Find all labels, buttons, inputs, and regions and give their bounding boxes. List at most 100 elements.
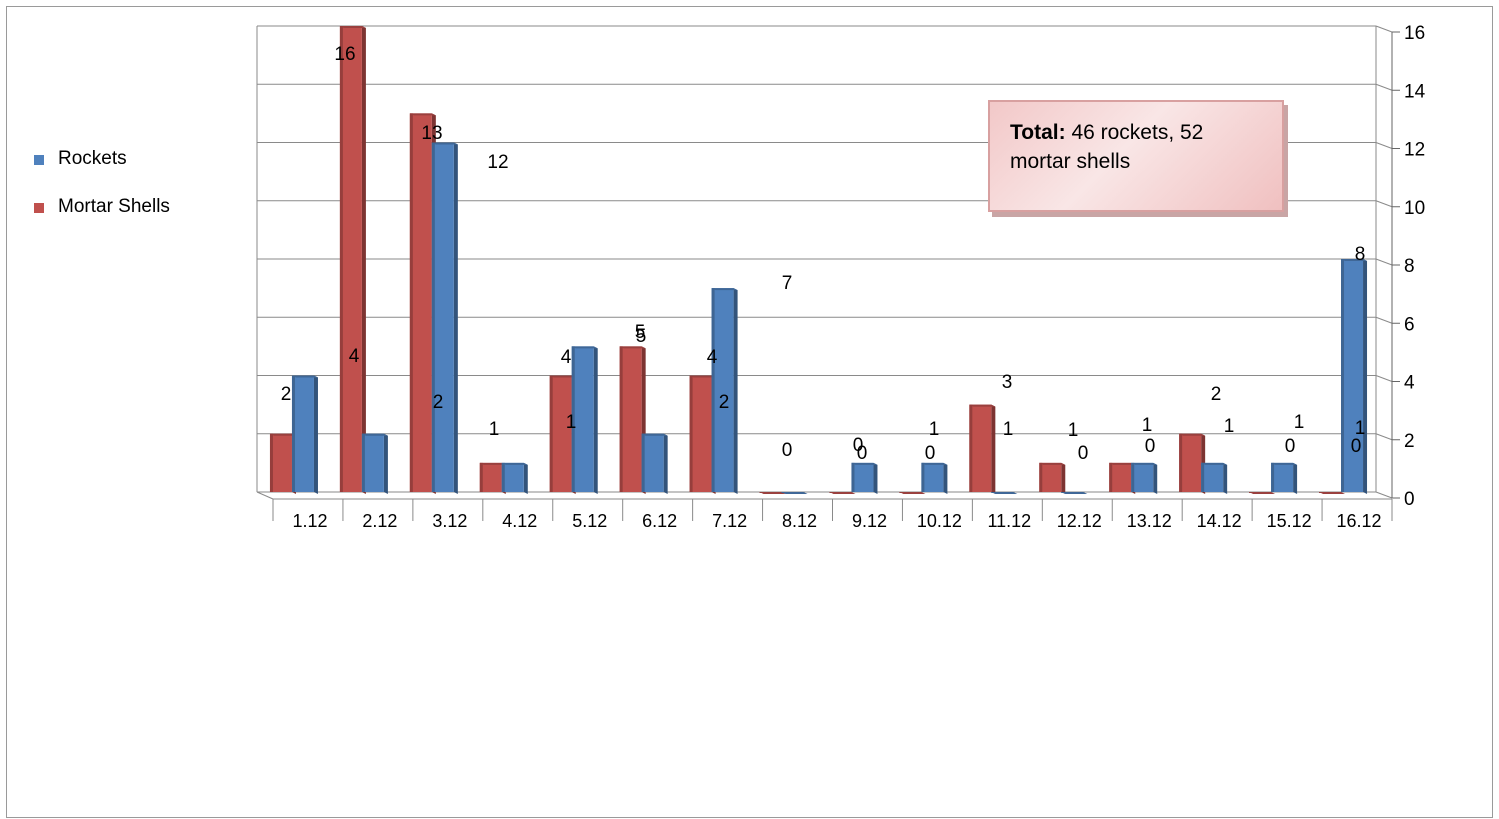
gridline-depth bbox=[1375, 433, 1393, 441]
bar-rockets bbox=[711, 288, 738, 494]
bar-front bbox=[1201, 462, 1224, 492]
bar-front bbox=[1341, 259, 1364, 492]
bar-top bbox=[571, 346, 598, 349]
data-label: 1 bbox=[1003, 419, 1014, 440]
x-tick-label: 15.12 bbox=[1267, 511, 1312, 531]
bar-edge bbox=[1319, 492, 1323, 493]
bar-front bbox=[1039, 462, 1062, 492]
bar-rockets bbox=[291, 375, 318, 494]
bar-rockets bbox=[431, 142, 458, 494]
bar-edge bbox=[1131, 462, 1135, 492]
data-label: 1 bbox=[566, 412, 577, 433]
bar-top bbox=[969, 404, 996, 407]
bar-top bbox=[829, 492, 856, 494]
bar-rockets bbox=[1341, 259, 1368, 494]
data-label: 1 bbox=[929, 419, 940, 440]
bar-edge bbox=[711, 288, 715, 492]
bar-top bbox=[269, 433, 296, 436]
gridline-depth bbox=[1375, 316, 1393, 324]
bar-top bbox=[1109, 462, 1136, 465]
bar-front bbox=[1271, 462, 1294, 492]
bar-edge bbox=[899, 492, 903, 493]
gridline-depth bbox=[1375, 258, 1393, 266]
data-label: 0 bbox=[1285, 436, 1296, 457]
x-tick-label: 11.12 bbox=[987, 511, 1031, 531]
data-label: 0 bbox=[1351, 436, 1362, 457]
bar-front bbox=[1131, 462, 1154, 492]
chart-frame bbox=[6, 6, 1493, 818]
data-label: 8 bbox=[1355, 244, 1366, 265]
bar-front bbox=[361, 433, 384, 492]
bar-top bbox=[711, 288, 738, 291]
bar-side bbox=[1363, 259, 1368, 494]
y-tick-label: 4 bbox=[1404, 373, 1415, 394]
bar-top bbox=[899, 492, 926, 494]
bar-top bbox=[641, 433, 668, 436]
data-label: 4 bbox=[561, 347, 572, 368]
y-tick-label: 12 bbox=[1404, 140, 1425, 161]
data-label: 13 bbox=[421, 123, 442, 144]
bar-rockets bbox=[1131, 462, 1158, 494]
x-tick-label: 14.12 bbox=[1197, 511, 1242, 531]
bar-top bbox=[291, 375, 318, 378]
bar-front bbox=[501, 462, 524, 492]
gridline-depth bbox=[1375, 142, 1393, 149]
bar-rockets bbox=[641, 433, 668, 494]
data-label: 0 bbox=[1145, 436, 1156, 457]
bar-rockets bbox=[991, 492, 1018, 494]
bar-front bbox=[641, 433, 664, 492]
bar-edge bbox=[1341, 259, 1345, 492]
data-label: 5 bbox=[635, 322, 646, 343]
x-tick-label: 9.12 bbox=[852, 511, 887, 531]
bar-side bbox=[1293, 462, 1298, 494]
bar-edge bbox=[571, 346, 575, 492]
bar-edge bbox=[549, 375, 553, 492]
data-label: 12 bbox=[487, 152, 508, 173]
y-tick-label: 2 bbox=[1404, 431, 1415, 452]
bar-side bbox=[733, 288, 738, 494]
bar-side bbox=[943, 462, 948, 494]
bar-rockets bbox=[781, 492, 808, 494]
bar-front bbox=[431, 142, 454, 492]
bar-side bbox=[1153, 462, 1158, 494]
bar-top bbox=[781, 492, 808, 494]
x-tick-label: 10.12 bbox=[917, 511, 962, 531]
data-label: 0 bbox=[925, 443, 936, 464]
bar-front bbox=[619, 346, 642, 492]
bar-edge bbox=[689, 375, 693, 492]
bar-top bbox=[991, 492, 1018, 494]
bar-mortar-shells bbox=[339, 26, 366, 494]
bar-front bbox=[571, 346, 594, 492]
annotation-text: 46 rockets, 52 mortar shells bbox=[1010, 121, 1204, 173]
x-tick-label: 13.12 bbox=[1127, 511, 1172, 531]
bar-rockets bbox=[361, 433, 388, 494]
bar-side bbox=[1223, 462, 1228, 494]
x-tick-label: 16.12 bbox=[1337, 511, 1382, 531]
bar-top bbox=[1341, 259, 1368, 261]
y-tick-label: 8 bbox=[1404, 256, 1415, 277]
bar-top bbox=[1039, 462, 1066, 465]
bar-edge bbox=[1179, 433, 1183, 492]
bar-edge bbox=[1249, 492, 1253, 493]
bar-front bbox=[339, 26, 362, 492]
legend-label-rockets: Rockets bbox=[58, 148, 127, 169]
bar-edge bbox=[1109, 462, 1113, 492]
x-tick-label: 12.12 bbox=[1057, 511, 1102, 531]
floor-edge-left bbox=[256, 491, 274, 500]
bar-top bbox=[1179, 433, 1206, 436]
bar-edge bbox=[991, 492, 995, 493]
gridline-depth bbox=[1375, 491, 1393, 499]
bar-top bbox=[1271, 462, 1298, 465]
bar-rockets bbox=[1061, 492, 1088, 494]
bar-front bbox=[479, 462, 502, 492]
bar-front bbox=[969, 404, 992, 492]
legend-swatch-mortar-shells bbox=[34, 203, 44, 213]
y-tick-label: 14 bbox=[1404, 81, 1426, 102]
bar-top bbox=[851, 462, 878, 465]
bar-mortar-shells bbox=[1039, 462, 1066, 494]
bar-side bbox=[453, 142, 458, 494]
bar-edge bbox=[1201, 462, 1205, 492]
bar-mortar-shells bbox=[1319, 492, 1346, 494]
bar-edge bbox=[829, 492, 833, 493]
